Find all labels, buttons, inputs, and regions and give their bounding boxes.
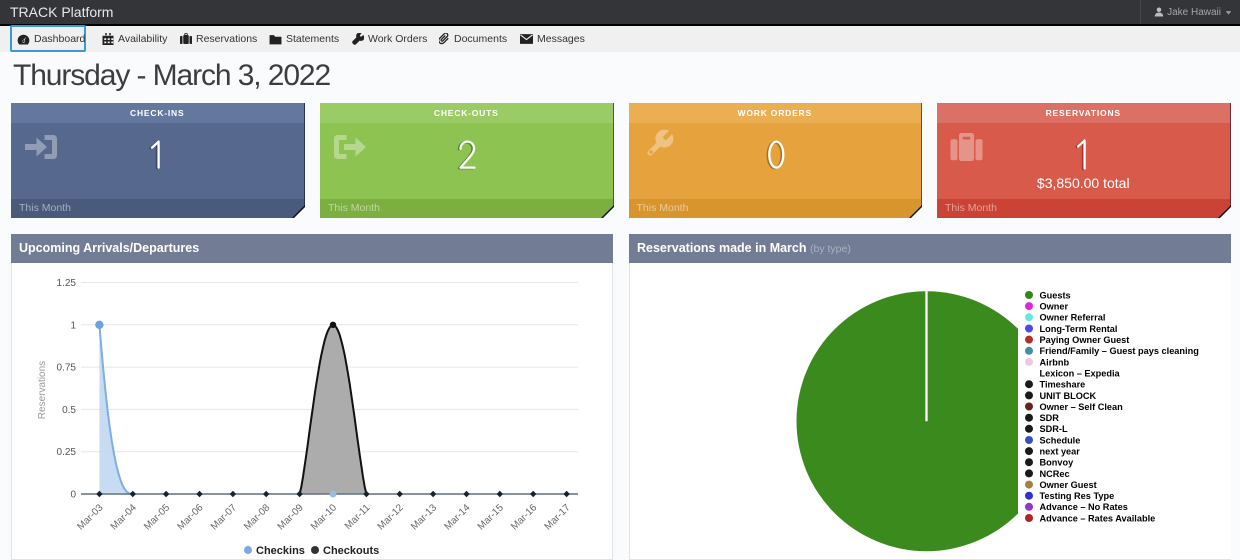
svg-text:Mar-08: Mar-08 <box>242 502 272 532</box>
svg-text:Mar-05: Mar-05 <box>142 502 172 532</box>
svg-text:1: 1 <box>70 320 76 331</box>
svg-text:Checkins: Checkins <box>256 545 305 557</box>
svg-text:0.25: 0.25 <box>57 447 77 458</box>
svg-text:Mar-13: Mar-13 <box>409 502 439 532</box>
svg-text:Mar-09: Mar-09 <box>276 502 306 532</box>
svg-text:Mar-06: Mar-06 <box>175 502 205 532</box>
svg-text:Mar-15: Mar-15 <box>476 502 506 532</box>
svg-text:Guests: Guests <box>1040 290 1071 300</box>
svg-text:Mar-04: Mar-04 <box>109 502 139 532</box>
svg-text:NCRec: NCRec <box>1040 468 1070 478</box>
svg-text:Checkouts: Checkouts <box>323 545 379 557</box>
svg-text:0: 0 <box>70 489 76 500</box>
svg-text:Mar-14: Mar-14 <box>442 502 472 532</box>
svg-text:Owner Referral: Owner Referral <box>1040 312 1106 322</box>
svg-text:Mar-12: Mar-12 <box>376 502 406 532</box>
svg-text:Owner: Owner <box>1040 301 1069 311</box>
svg-text:Mar-03: Mar-03 <box>75 502 105 532</box>
svg-text:UNIT BLOCK: UNIT BLOCK <box>1040 390 1097 400</box>
svg-text:Lexicon – Expedia: Lexicon – Expedia <box>1040 368 1121 378</box>
svg-text:Advance – Rates Available: Advance – Rates Available <box>1040 513 1156 523</box>
svg-text:Testing Res Type: Testing Res Type <box>1040 491 1115 501</box>
svg-text:Mar-16: Mar-16 <box>509 502 539 532</box>
svg-text:Timeshare: Timeshare <box>1040 379 1086 389</box>
svg-text:Long-Term Rental: Long-Term Rental <box>1040 323 1118 333</box>
svg-text:Advance – No Rates: Advance – No Rates <box>1040 502 1128 512</box>
svg-text:Bonvoy: Bonvoy <box>1040 457 1075 467</box>
svg-text:Mar-10: Mar-10 <box>309 502 339 532</box>
svg-text:Owner Guest: Owner Guest <box>1040 480 1097 490</box>
svg-text:Schedule: Schedule <box>1040 435 1081 445</box>
svg-text:Mar-07: Mar-07 <box>209 502 239 532</box>
svg-text:next year: next year <box>1040 446 1081 456</box>
svg-text:SDR-L: SDR-L <box>1040 424 1068 434</box>
svg-text:Airbnb: Airbnb <box>1040 357 1070 367</box>
svg-text:Mar-11: Mar-11 <box>343 502 373 532</box>
svg-text:Friend/Family – Guest pays cle: Friend/Family – Guest pays cleaning <box>1040 346 1199 356</box>
svg-text:0.5: 0.5 <box>62 404 76 415</box>
svg-text:0.75: 0.75 <box>57 362 77 373</box>
svg-text:Mar-17: Mar-17 <box>543 502 573 532</box>
svg-text:Owner – Self Clean: Owner – Self Clean <box>1040 401 1124 411</box>
svg-text:SDR: SDR <box>1040 413 1060 423</box>
svg-text:Reservations: Reservations <box>37 360 48 418</box>
svg-text:1.25: 1.25 <box>57 278 77 289</box>
svg-text:Paying Owner Guest: Paying Owner Guest <box>1040 335 1130 345</box>
